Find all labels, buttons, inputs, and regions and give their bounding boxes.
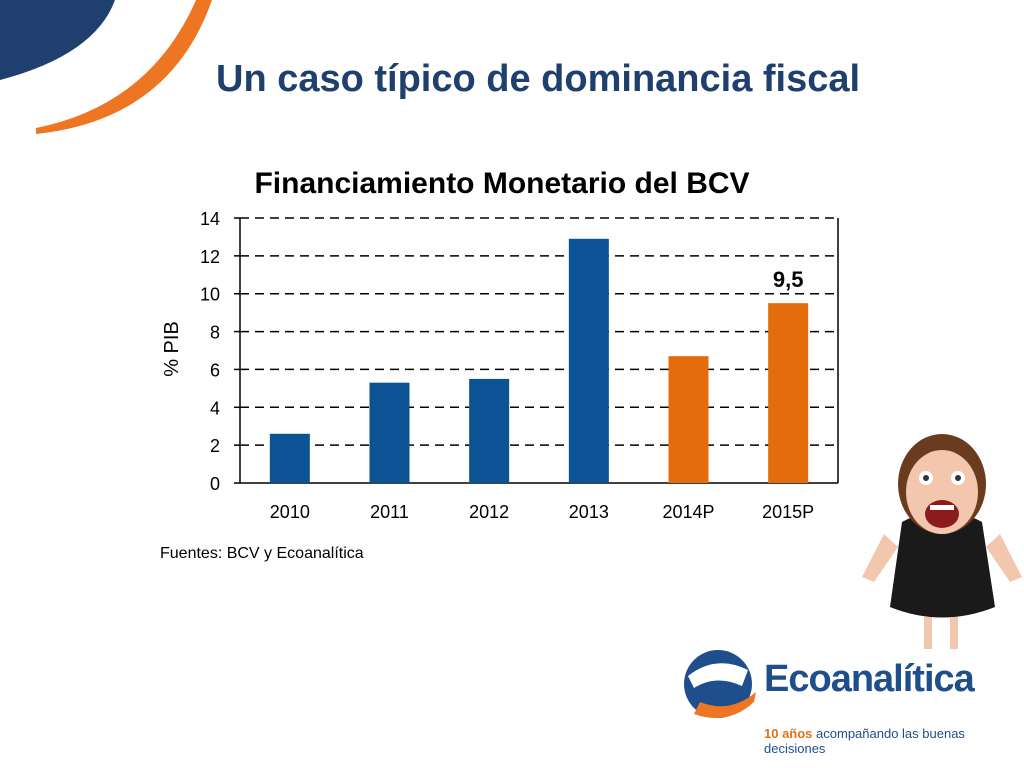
bar-2015P [768,303,809,483]
bar-2014P [668,356,709,483]
slide-title: Un caso típico de dominancia fiscal [216,58,861,100]
x-tick-label: 2015P [762,502,814,522]
y-tick-label: 14 [200,209,220,229]
ecoanalitica-logo-icon [684,650,756,718]
y-tick-label: 2 [210,436,220,456]
screaming-woman-photo [862,434,1022,649]
chart-title: Financiamiento Monetario del BCV [254,167,749,200]
y-tick-label: 8 [210,323,220,343]
x-tick-label: 2012 [469,502,509,522]
x-tick-label: 2014P [662,502,714,522]
y-tick-label: 0 [210,474,220,494]
bar-2012 [469,378,510,483]
y-tick-label: 10 [200,285,220,305]
bar-2011 [369,382,410,483]
source-note: Fuentes: BCV y Ecoanalítica [160,545,364,562]
x-tick-label: 2010 [270,502,310,522]
bars [269,238,809,483]
brand-name: Ecoanalítica [764,658,975,700]
y-tick-label: 4 [210,398,220,418]
tagline-years: 10 años [764,726,813,741]
bar-chart: Financiamiento Monetario del BCV 0 2 4 6 8 10… [160,167,839,562]
x-tick-label: 2013 [569,502,609,522]
axis-labels: 0 2 4 6 8 10 12 14 2010 2011 2012 2013 2014P 2015P 9,5 [200,209,814,522]
bar-2013 [568,238,609,483]
grid-lines [234,217,839,484]
tagline-text: acompañando las buenas decisiones [764,726,965,756]
y-tick-label: 12 [200,247,220,267]
y-tick-label: 6 [210,360,220,380]
x-tick-label: 2011 [370,502,409,522]
bar-2010 [269,433,310,483]
y-axis-title: % PIB [161,321,183,377]
corner-decoration [0,0,212,134]
brand-tagline: 10 años acompañando las buenas decisione… [764,726,1024,756]
data-label: 9,5 [773,267,804,292]
